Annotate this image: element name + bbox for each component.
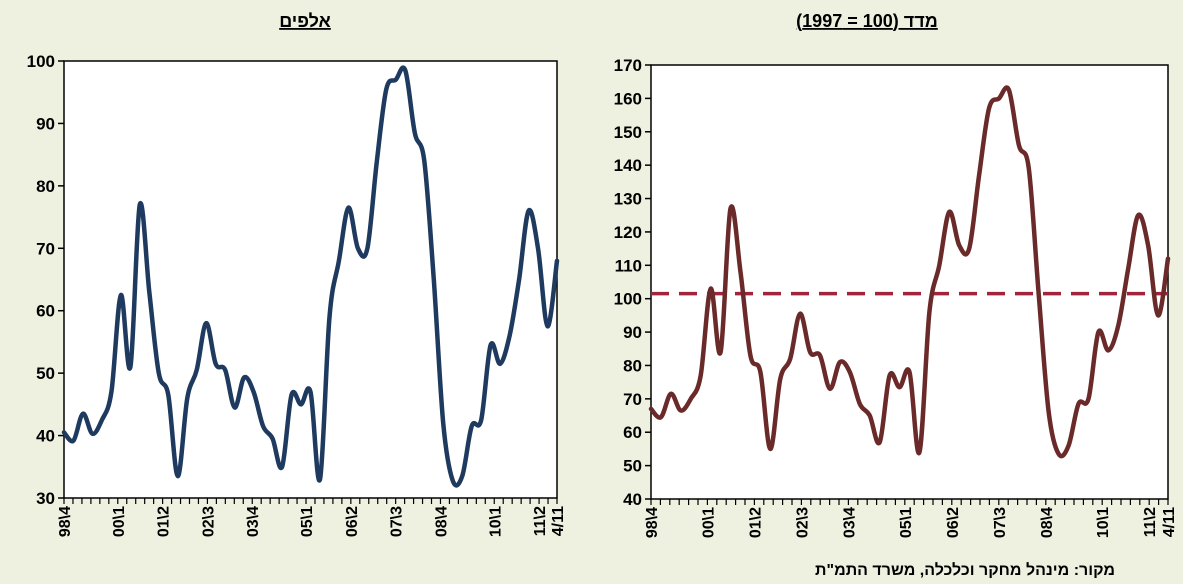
chart-left-x-tick-label: 4/11 [550, 506, 567, 536]
chart-right-y-tick-label: 110 [615, 256, 642, 275]
chart-left-x-tick-label: 06\2 [344, 506, 361, 537]
chart-left-x-tick-label: 07\3 [389, 506, 406, 537]
chart-right-y-tick-label: 60 [623, 423, 642, 442]
chart-left-x-tick-label: 03\4 [245, 506, 262, 537]
chart-right-x-tick-label: 03\4 [841, 507, 858, 538]
chart-right-x-tick-label: 05\1 [898, 507, 915, 538]
chart-left-y-tick-label: 60 [36, 302, 55, 321]
chart-right-y-tick-label: 170 [614, 56, 642, 75]
chart-left-x-tick-label: 98\4 [57, 506, 74, 537]
chart-right-y-tick-label: 150 [614, 123, 642, 142]
chart-right-y-tick-label: 90 [623, 323, 642, 342]
chart-left-x-tick-label: 02\3 [200, 506, 217, 537]
chart-left-x-tick-label: 05\1 [299, 506, 316, 537]
chart-right-y-tick-label: 130 [614, 190, 642, 209]
chart-right-y-tick-label: 40 [623, 490, 642, 509]
chart-right-x-tick-label: 08\4 [1039, 507, 1056, 538]
chart-left-title: אלפים [279, 11, 331, 31]
chart-left-y-tick-label: 100 [27, 52, 55, 71]
chart-left-y-tick-label: 80 [36, 177, 55, 196]
chart-left-series-line [61, 65, 560, 488]
chart-right-x-tick-label: 00\1 [700, 507, 717, 538]
source-note: מקור: מינהל מחקר וכלכלה, משרד התמ"ת [815, 561, 1115, 579]
chart-left-y-tick-label: 90 [36, 114, 55, 133]
chart-left-x-tick-label: 10\1 [487, 506, 504, 537]
chart-left-y-tick-label: 40 [36, 427, 55, 446]
chart-right-y-axis: 40 50 60 70 80 90 100 110 120 130 140 150 160 170 [614, 56, 651, 509]
chart-right-x-tick-label: 11\2 [1142, 507, 1159, 537]
chart-right-y-tick-label: 100 [614, 290, 642, 309]
chart-right-title: מדד (100 = 1997) [796, 11, 938, 31]
chart-right-x-tick-label: 02\3 [794, 507, 811, 538]
chart-right-x-tick-label: 01\2 [747, 507, 764, 538]
chart-right-y-tick-label: 50 [623, 457, 642, 476]
chart-right-x-tick-label: 10\1 [1095, 507, 1112, 538]
chart-right-series-line [648, 85, 1171, 459]
chart-right-x-tick-label: 4/11 [1161, 507, 1178, 537]
chart-left: אלפים 30 40 50 60 70 80 90 100 98\4 00\1 01\2 02\3… [27, 11, 567, 537]
chart-left-y-axis: 30 40 50 60 70 80 90 100 [27, 52, 64, 508]
chart-right-plot-area [650, 64, 1169, 500]
chart-right-y-tick-label: 160 [614, 89, 642, 108]
chart-right-x-tick-label: 06\2 [945, 507, 962, 538]
chart-left-x-tick-label: 11\2 [532, 506, 549, 536]
chart-left-y-tick-label: 50 [36, 364, 55, 383]
chart-left-x-axis: 98\4 00\1 01\2 02\3 03\4 05\1 06\2 07\3 08\4 10\1… [57, 498, 567, 537]
chart-right-y-tick-label: 140 [614, 156, 642, 175]
chart-left-x-tick-label: 08\4 [434, 506, 451, 537]
chart-right-y-tick-label: 80 [623, 356, 642, 375]
chart-right-x-axis: 98\4 00\1 01\2 02\3 03\4 05\1 06\2 07\3 08\4 10\1… [644, 499, 1178, 538]
chart-left-plot-area [63, 60, 558, 499]
chart-left-y-tick-label: 70 [36, 239, 55, 258]
chart-right: מדד (100 = 1997) 40 50 60 70 80 90 100 110 120 13… [614, 11, 1178, 538]
chart-left-y-tick-label: 30 [36, 489, 55, 508]
chart-right-y-tick-label: 120 [614, 223, 642, 242]
chart-right-x-tick-label: 07\3 [992, 507, 1009, 538]
chart-right-x-tick-label: 98\4 [644, 507, 661, 538]
chart-left-x-tick-label: 00\1 [111, 506, 128, 537]
chart-left-x-tick-label: 01\2 [156, 506, 173, 537]
chart-right-y-tick-label: 70 [623, 390, 642, 409]
